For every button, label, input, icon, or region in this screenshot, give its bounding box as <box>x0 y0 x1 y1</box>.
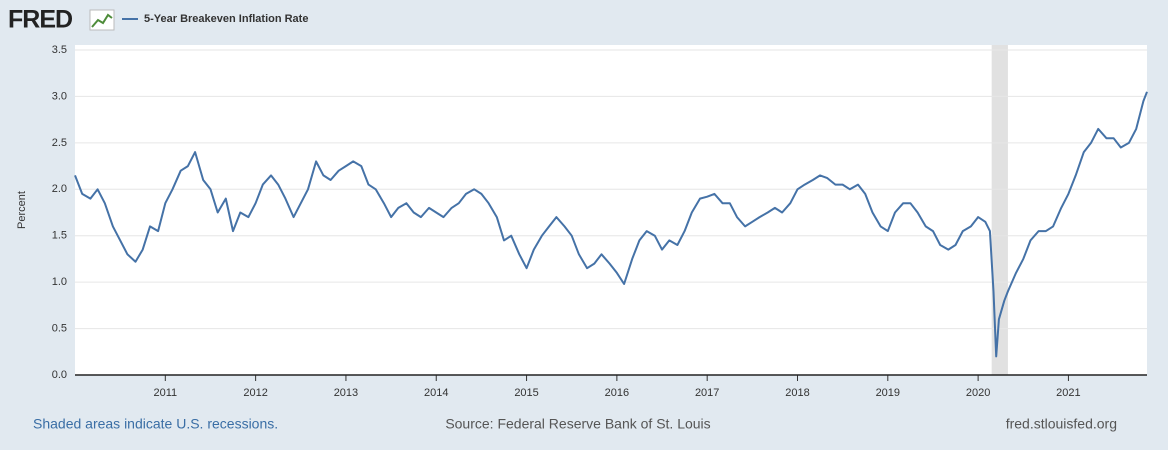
x-tick-label: 2020 <box>966 387 990 399</box>
logo: FRED <box>8 6 72 34</box>
plot-area <box>75 45 1147 375</box>
x-tick-label: 2012 <box>243 387 267 399</box>
y-tick-label: 0.5 <box>52 322 67 334</box>
y-tick-label: 1.5 <box>52 230 67 242</box>
legend-label: 5-Year Breakeven Inflation Rate <box>144 13 308 25</box>
x-tick-label: 2021 <box>1056 387 1080 399</box>
series-line <box>74 91 1148 358</box>
x-tick-label: 2016 <box>605 387 629 399</box>
url[interactable]: fred.stlouisfed.org <box>1006 416 1117 432</box>
recession-note[interactable]: Shaded areas indicate U.S. recessions. <box>33 416 278 432</box>
x-tick-label: 2019 <box>876 387 900 399</box>
x-tick-label: 2011 <box>153 387 177 399</box>
x-tick-label: 2013 <box>334 387 358 399</box>
y-tick-label: 3.0 <box>52 90 67 102</box>
logo-icon <box>89 9 115 31</box>
y-tick-label: 1.0 <box>52 276 67 288</box>
x-tick-label: 2018 <box>785 387 809 399</box>
x-tick-label: 2014 <box>424 387 448 399</box>
source: Source: Federal Reserve Bank of St. Loui… <box>445 416 710 432</box>
y-tick-label: 2.0 <box>52 183 67 195</box>
y-axis-label: Percent <box>16 191 28 229</box>
recession-shade <box>991 45 1008 375</box>
x-tick-label: 2017 <box>695 387 719 399</box>
x-tick-label: 2015 <box>514 387 538 399</box>
y-tick-label: 3.5 <box>52 44 67 56</box>
y-tick-label: 2.5 <box>52 137 67 149</box>
y-tick-label: 0.0 <box>52 369 67 381</box>
